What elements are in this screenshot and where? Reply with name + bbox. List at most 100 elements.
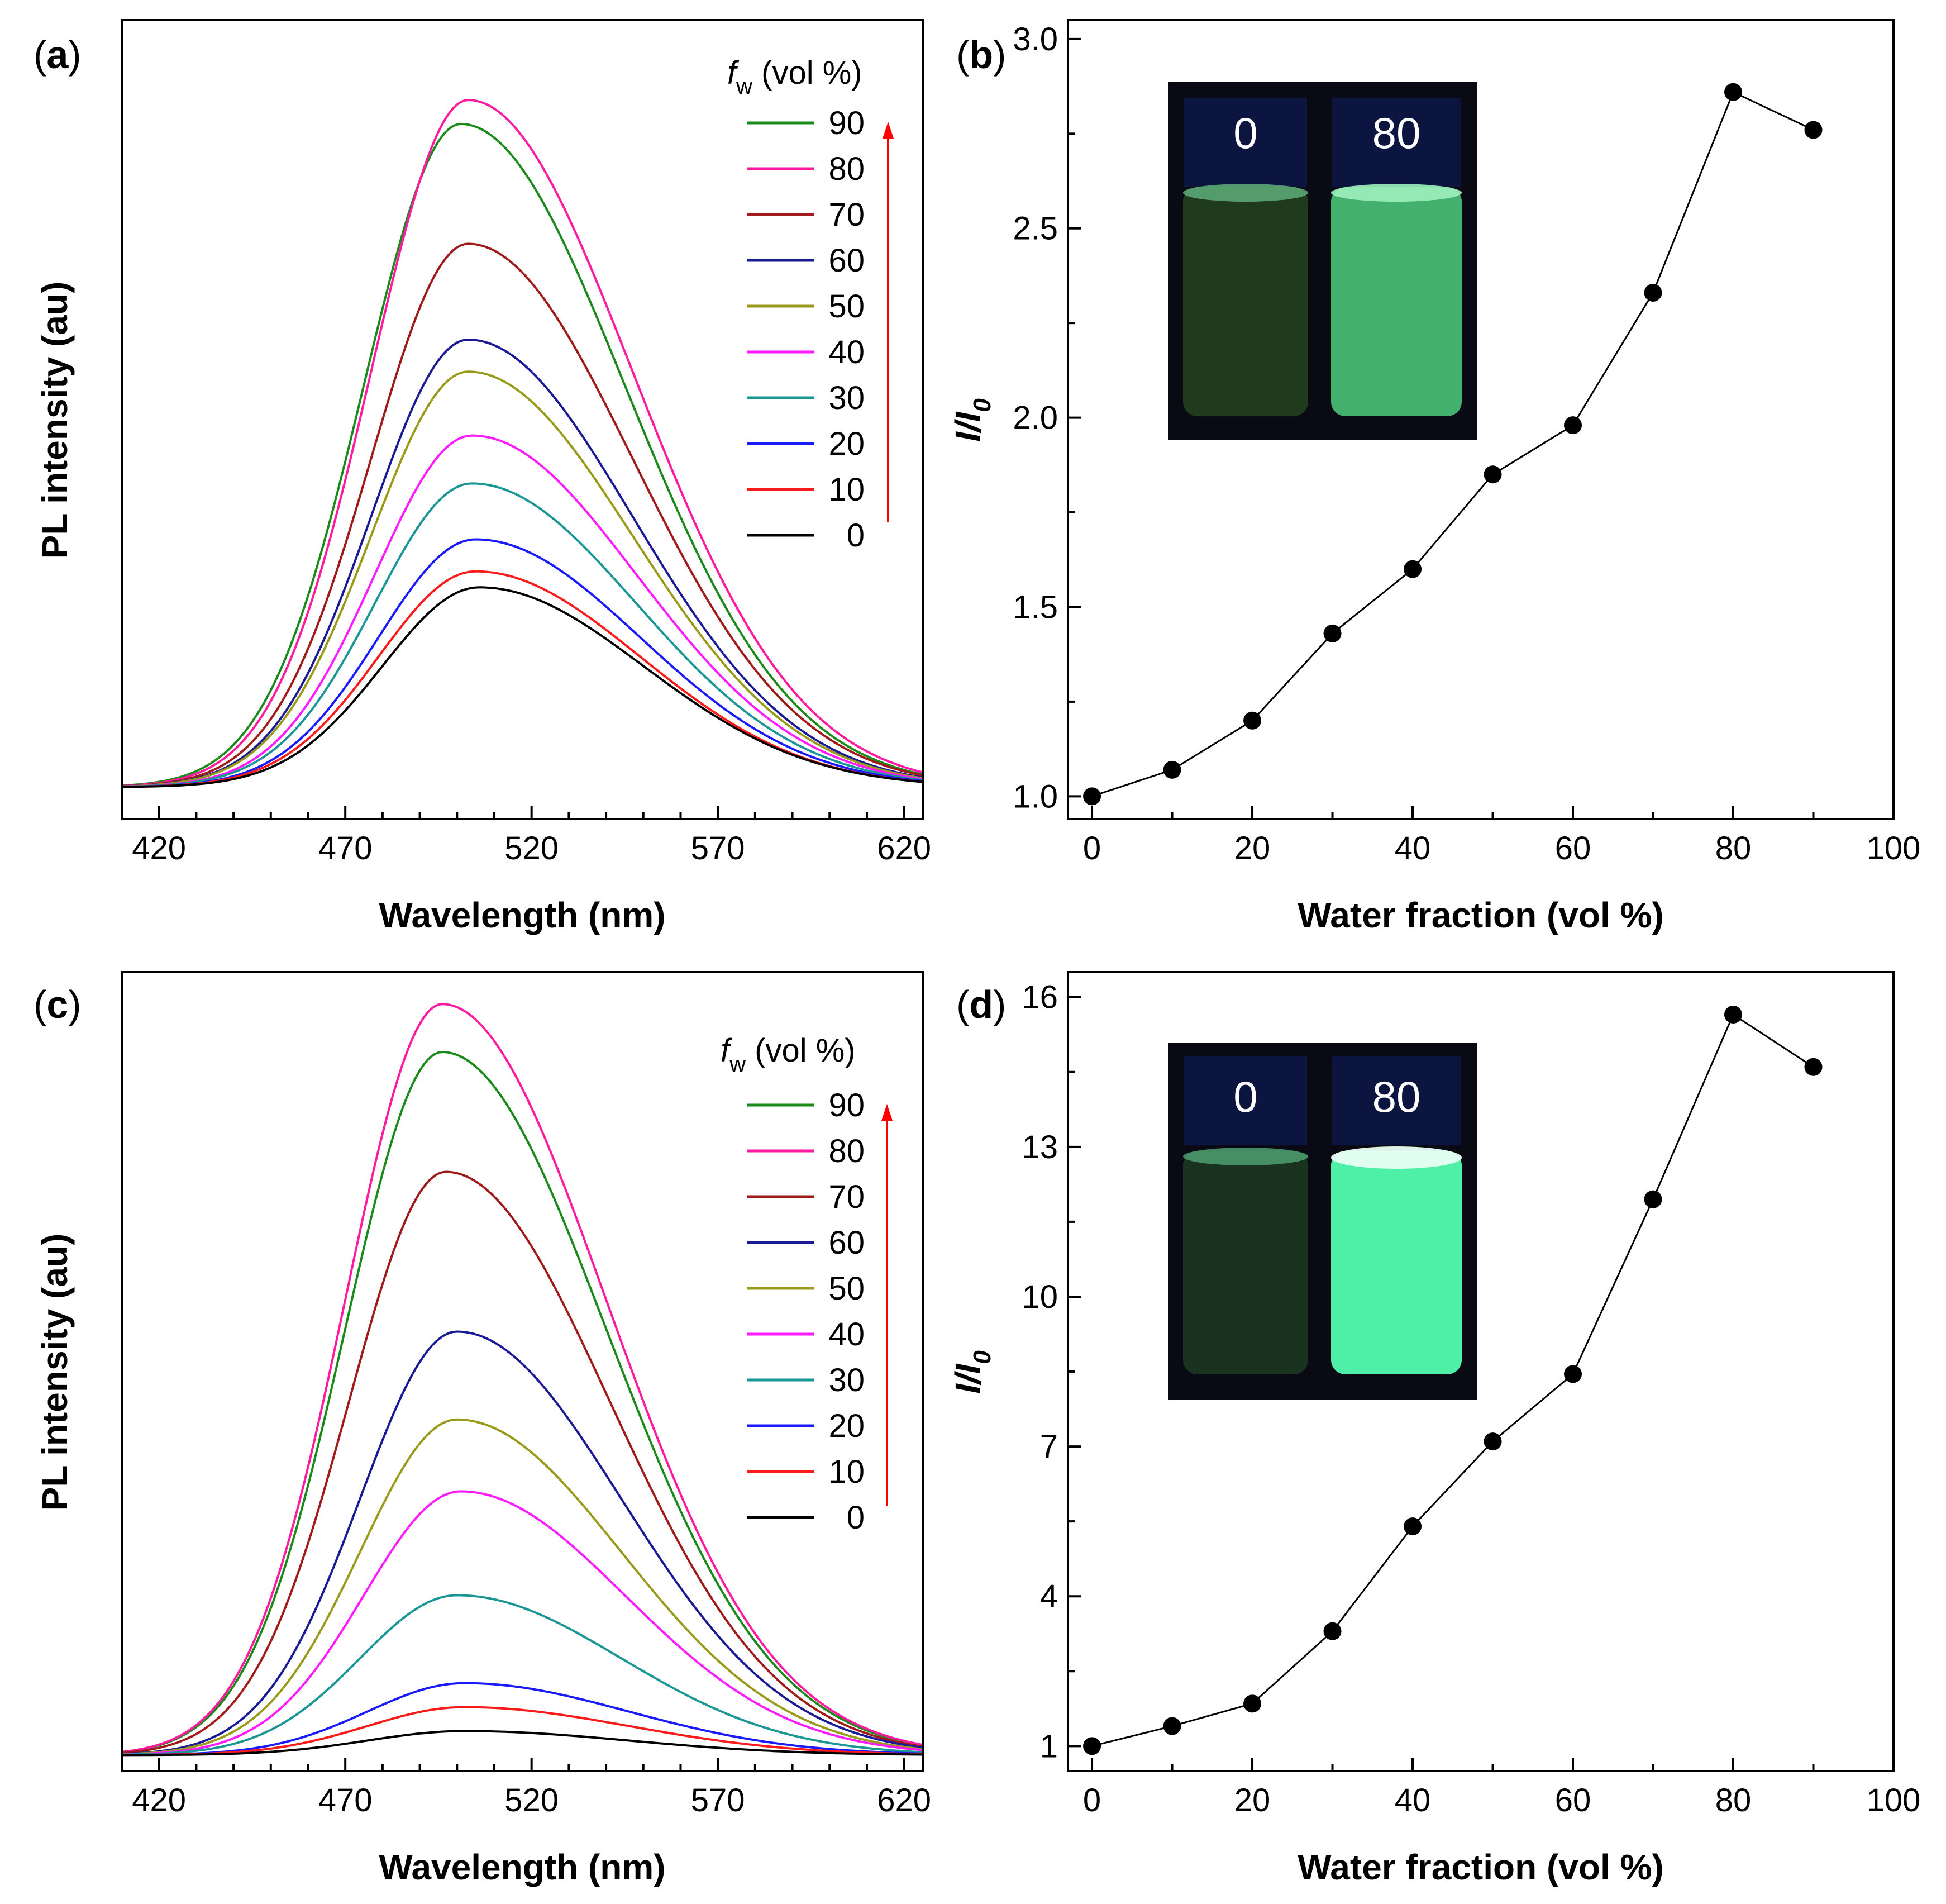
series-line-b xyxy=(1091,91,1814,797)
panel-b-frame xyxy=(1067,19,1895,820)
x-tick-label-a: 420 xyxy=(132,830,186,867)
spectrum-a-fw-50 xyxy=(121,370,923,788)
legend-c-arrow-head xyxy=(881,1104,893,1121)
inset-d-vial-0-cap xyxy=(1184,1056,1307,1145)
x-tick-label-b: 60 xyxy=(1555,830,1591,867)
inset-b-vial-0-meniscus xyxy=(1183,184,1308,202)
spectrum-a-fw-90 xyxy=(121,122,923,787)
panel-d-inset-photo: 0 80 xyxy=(1168,1043,1477,1400)
legend-label-a-80: 80 xyxy=(828,151,865,187)
legend-label-c-0: 0 xyxy=(847,1500,865,1536)
spectrum-c-fw-30 xyxy=(121,1594,923,1756)
inset-b-vial-80 xyxy=(1331,187,1462,416)
x-tick-label-b: 40 xyxy=(1395,830,1431,867)
data-point-d-70 xyxy=(1644,1190,1662,1208)
inset-b-vial-80-cap xyxy=(1332,98,1461,187)
panel-b-axes: 0 20 40 60 80 100 1.0 1.5 2.0 2.5 3.0 xyxy=(1013,21,1920,867)
y-tick-label-b: 3.0 xyxy=(1013,21,1058,58)
inset-d-vial-80-cap xyxy=(1332,1056,1461,1145)
legend-label-c-40: 40 xyxy=(828,1316,865,1353)
panel-b-label: (b) xyxy=(956,33,1006,77)
legend-label-a-60: 60 xyxy=(828,242,865,279)
data-point-d-30 xyxy=(1323,1622,1342,1640)
x-tick-label-c: 520 xyxy=(504,1782,559,1819)
x-tick-label-c: 470 xyxy=(318,1782,373,1819)
legend-label-a-30: 30 xyxy=(828,380,865,416)
x-tick-label-b: 100 xyxy=(1867,830,1921,867)
panel-a-label: (a) xyxy=(34,33,82,77)
y-tick-label-d: 4 xyxy=(1040,1578,1058,1615)
spectrum-c-fw-0 xyxy=(122,1730,923,1757)
x-tick-label-a: 520 xyxy=(504,830,559,867)
spectrum-a-fw-20 xyxy=(122,538,923,788)
spectrum-c-fw-10 xyxy=(122,1706,923,1757)
x-tick-label-d: 60 xyxy=(1555,1782,1591,1819)
spectrum-c-fw-20 xyxy=(121,1682,923,1757)
panel-c-x-axis-label: Wavelength (nm) xyxy=(379,1847,665,1887)
legend-label-c-50: 50 xyxy=(828,1270,865,1307)
legend-label-c-10: 10 xyxy=(828,1454,865,1490)
panel-d-y-axis-label: I/I0 xyxy=(948,1350,996,1394)
panel-b-y-axis-label: I/I0 xyxy=(948,398,996,442)
x-tick-label-c: 570 xyxy=(691,1782,745,1819)
panel-a: (a) 420 470 520 570 620 Wavelength (nm) PL i… xyxy=(34,19,931,935)
spectrum-a-fw-0 xyxy=(121,586,923,788)
legend-label-c-60: 60 xyxy=(828,1225,865,1261)
legend-label-c-70: 70 xyxy=(828,1179,865,1215)
x-tick-label-a: 570 xyxy=(691,830,745,867)
y-tick-label-d: 7 xyxy=(1040,1429,1058,1465)
legend-label-c-20: 20 xyxy=(828,1408,865,1444)
inset-d-vial-0 xyxy=(1183,1151,1308,1374)
panel-c-x-axis: 420 470 520 570 620 xyxy=(121,1758,931,1819)
data-point-b-40 xyxy=(1404,560,1422,578)
spectrum-c-fw-70 xyxy=(121,1170,923,1754)
panel-d-axes: 0 20 40 60 80 100 1 4 7 10 13 16 xyxy=(1022,979,1920,1819)
spectrum-a-fw-80 xyxy=(121,98,923,787)
legend-label-a-10: 10 xyxy=(828,472,865,508)
y-tick-label-d: 16 xyxy=(1022,979,1058,1016)
inset-d-vial-80 xyxy=(1331,1151,1462,1374)
y-tick-label-b: 2.5 xyxy=(1013,211,1058,247)
spectrum-a-fw-10 xyxy=(121,570,923,788)
y-tick-label-d: 10 xyxy=(1022,1279,1058,1315)
x-tick-label-c: 420 xyxy=(132,1782,186,1819)
spectrum-c-fw-90 xyxy=(121,1050,923,1754)
panel-b-x-axis-label: Water fraction (vol %) xyxy=(1298,895,1663,935)
panel-a-frame xyxy=(121,19,924,820)
x-tick-label-a: 470 xyxy=(318,830,373,867)
legend-label-c-80: 80 xyxy=(828,1133,865,1169)
data-point-d-60 xyxy=(1564,1365,1582,1383)
y-tick-label-d: 1 xyxy=(1040,1728,1058,1764)
panel-a-x-axis-label: Wavelength (nm) xyxy=(379,895,665,935)
data-point-d-20 xyxy=(1243,1694,1262,1713)
data-point-d-10 xyxy=(1163,1717,1181,1735)
x-tick-label-b: 0 xyxy=(1083,830,1101,867)
data-point-b-90 xyxy=(1804,121,1823,139)
panel-d-x-axis-label: Water fraction (vol %) xyxy=(1298,1847,1663,1887)
legend-label-a-90: 90 xyxy=(828,105,865,141)
inset-b-vial-0-cap xyxy=(1184,98,1307,187)
panel-a-x-axis: 420 470 520 570 620 xyxy=(121,806,931,867)
y-tick-label-b: 1.0 xyxy=(1013,778,1058,815)
data-point-b-10 xyxy=(1163,760,1181,779)
x-tick-label-d: 100 xyxy=(1867,1782,1921,1819)
data-point-d-0 xyxy=(1083,1737,1101,1755)
data-point-d-80 xyxy=(1724,1005,1743,1024)
legend-label-a-0: 0 xyxy=(847,517,865,554)
spectrum-c-fw-80 xyxy=(121,1003,923,1753)
spectrum-c-fw-50 xyxy=(121,1418,923,1755)
data-point-b-50 xyxy=(1484,465,1502,484)
x-tick-label-b: 20 xyxy=(1234,830,1271,867)
inset-d-label-80: 80 xyxy=(1372,1072,1421,1121)
inset-d-label-0: 0 xyxy=(1233,1072,1257,1121)
legend-label-a-50: 50 xyxy=(828,288,865,325)
panel-b-inset-photo: 0 80 xyxy=(1168,82,1477,440)
legend-label-a-20: 20 xyxy=(828,426,865,462)
y-tick-label-b: 2.0 xyxy=(1013,400,1058,436)
panel-c-legend: fw (vol %) 90 80 70 60 50 40 30 20 10 0 xyxy=(721,1032,893,1536)
x-tick-label-d: 80 xyxy=(1715,1782,1752,1819)
x-tick-label-b: 80 xyxy=(1715,830,1752,867)
legend-c-title: fw (vol %) xyxy=(721,1032,856,1077)
panel-c-y-axis-label: PL intensity (au) xyxy=(35,1234,75,1511)
